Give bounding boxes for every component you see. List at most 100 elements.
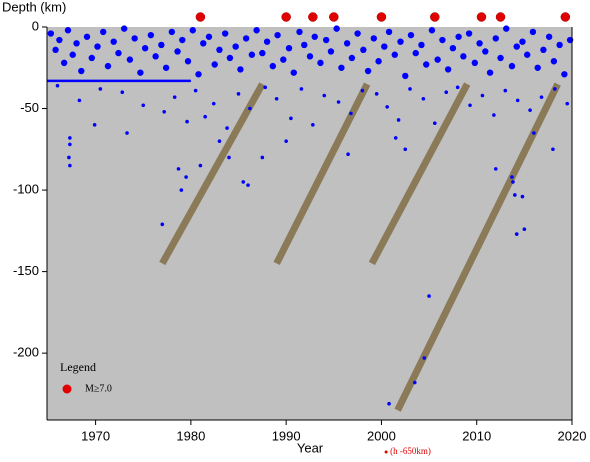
major-event xyxy=(195,12,206,22)
point xyxy=(327,48,335,55)
point xyxy=(221,30,229,37)
point xyxy=(68,136,72,140)
point xyxy=(289,116,293,121)
point xyxy=(391,51,398,58)
point xyxy=(370,35,378,42)
point xyxy=(248,51,256,58)
point xyxy=(396,118,401,122)
point xyxy=(141,103,146,108)
point xyxy=(290,69,297,76)
point xyxy=(299,87,304,91)
point xyxy=(211,101,216,106)
point xyxy=(412,49,419,57)
point xyxy=(492,113,496,117)
point xyxy=(455,85,460,90)
point xyxy=(104,62,112,70)
point xyxy=(360,46,367,54)
point xyxy=(565,101,570,106)
point xyxy=(364,67,372,75)
point xyxy=(83,33,91,40)
legend-title: Legend xyxy=(60,360,96,374)
x-tick-label: 2010 xyxy=(462,428,491,443)
point xyxy=(322,93,327,98)
point xyxy=(520,194,525,199)
point xyxy=(64,27,72,34)
point xyxy=(317,59,324,67)
point xyxy=(120,25,128,32)
point xyxy=(545,33,553,40)
point xyxy=(92,123,97,127)
point xyxy=(387,401,391,406)
point xyxy=(47,30,55,37)
band xyxy=(159,82,266,266)
point xyxy=(338,64,345,71)
point xyxy=(439,36,446,44)
point xyxy=(216,46,223,54)
point xyxy=(263,38,271,45)
point xyxy=(260,155,265,160)
y-tick-label: -200 xyxy=(13,345,39,360)
band xyxy=(368,82,471,266)
point xyxy=(513,193,517,197)
point xyxy=(381,43,388,50)
point xyxy=(403,147,408,152)
point xyxy=(529,28,537,36)
point xyxy=(503,88,508,93)
point xyxy=(211,61,218,68)
point xyxy=(434,56,441,63)
x-tick-label: 1980 xyxy=(176,428,205,443)
point xyxy=(486,69,494,76)
major-event xyxy=(476,12,487,22)
x-tick-label: 1970 xyxy=(81,428,110,443)
major-event xyxy=(430,12,440,22)
point xyxy=(241,180,246,184)
point xyxy=(168,28,176,36)
point xyxy=(172,95,177,99)
point xyxy=(412,380,417,385)
point xyxy=(285,44,293,52)
point xyxy=(184,58,192,65)
point xyxy=(77,98,82,103)
point xyxy=(274,96,279,101)
point xyxy=(195,71,202,78)
point xyxy=(69,51,76,58)
point xyxy=(539,95,544,99)
point xyxy=(421,96,426,101)
legend-label: M≥7.0 xyxy=(85,383,112,394)
point xyxy=(120,90,125,95)
point xyxy=(236,92,241,96)
point xyxy=(242,35,250,42)
point xyxy=(444,66,452,73)
x-tick-label: 1990 xyxy=(272,428,301,443)
point xyxy=(511,180,515,184)
point xyxy=(532,131,536,135)
point xyxy=(375,58,382,65)
point xyxy=(460,53,467,60)
point xyxy=(179,36,186,44)
point xyxy=(189,27,196,34)
point xyxy=(137,69,144,76)
x-tick-label: 2020 xyxy=(558,428,587,443)
annotation-dot xyxy=(384,450,388,454)
point xyxy=(522,227,527,232)
point xyxy=(68,142,72,147)
point xyxy=(428,27,436,34)
point xyxy=(98,87,103,91)
point xyxy=(269,62,277,70)
point xyxy=(301,41,308,49)
point xyxy=(198,163,203,168)
point xyxy=(333,25,340,32)
point xyxy=(246,183,250,187)
point xyxy=(67,155,71,160)
point xyxy=(52,46,59,54)
point xyxy=(176,167,181,171)
point xyxy=(349,111,353,116)
legend-marker xyxy=(62,384,72,394)
point xyxy=(88,54,95,62)
point xyxy=(346,152,350,156)
point xyxy=(360,88,365,93)
band xyxy=(394,82,561,412)
point xyxy=(263,85,267,90)
point xyxy=(503,25,510,32)
